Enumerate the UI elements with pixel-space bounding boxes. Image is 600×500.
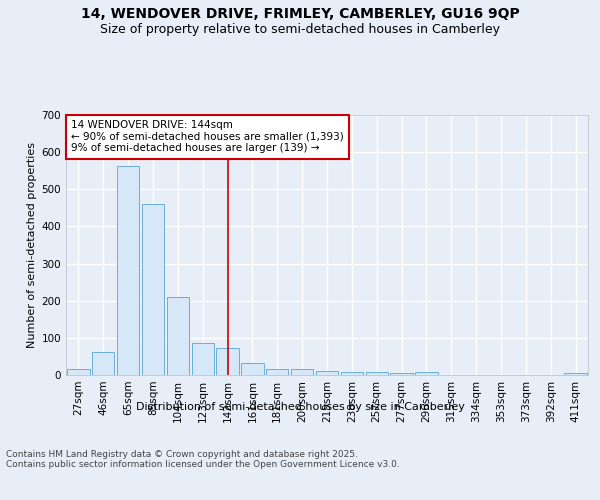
Text: Contains HM Land Registry data © Crown copyright and database right 2025.
Contai: Contains HM Land Registry data © Crown c… bbox=[6, 450, 400, 469]
Bar bbox=[241, 363, 263, 375]
Text: 14 WENDOVER DRIVE: 144sqm
← 90% of semi-detached houses are smaller (1,393)
9% o: 14 WENDOVER DRIVE: 144sqm ← 90% of semi-… bbox=[71, 120, 344, 154]
Bar bbox=[266, 369, 289, 375]
Bar bbox=[391, 373, 413, 375]
Bar bbox=[191, 344, 214, 375]
Bar bbox=[167, 297, 189, 375]
Text: Distribution of semi-detached houses by size in Camberley: Distribution of semi-detached houses by … bbox=[136, 402, 464, 412]
Y-axis label: Number of semi-detached properties: Number of semi-detached properties bbox=[28, 142, 37, 348]
Text: Size of property relative to semi-detached houses in Camberley: Size of property relative to semi-detach… bbox=[100, 22, 500, 36]
Bar bbox=[117, 166, 139, 375]
Bar bbox=[291, 370, 313, 375]
Bar bbox=[92, 352, 115, 375]
Bar bbox=[415, 372, 437, 375]
Bar bbox=[316, 372, 338, 375]
Bar bbox=[142, 204, 164, 375]
Bar bbox=[217, 348, 239, 375]
Bar bbox=[565, 373, 587, 375]
Bar bbox=[341, 372, 363, 375]
Text: 14, WENDOVER DRIVE, FRIMLEY, CAMBERLEY, GU16 9QP: 14, WENDOVER DRIVE, FRIMLEY, CAMBERLEY, … bbox=[80, 8, 520, 22]
Bar bbox=[365, 372, 388, 375]
Bar bbox=[67, 368, 89, 375]
